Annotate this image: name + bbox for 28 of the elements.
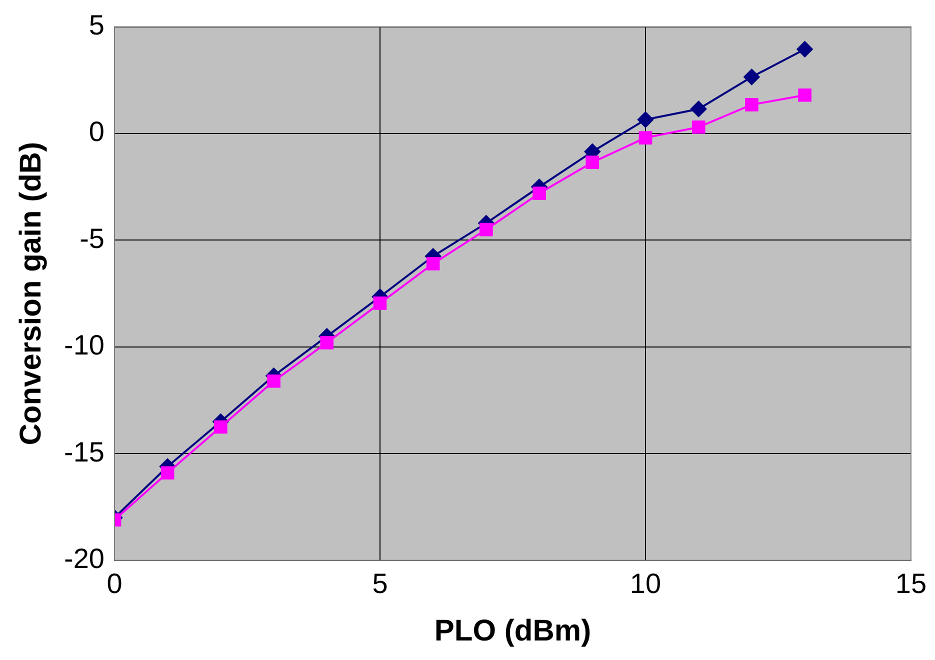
y-tick-label: -10 xyxy=(64,330,104,361)
point xyxy=(480,222,493,236)
y-tick-label: 0 xyxy=(88,116,104,148)
point xyxy=(426,257,440,270)
point xyxy=(320,336,334,350)
x-tick-label: 15 xyxy=(895,568,927,599)
point xyxy=(532,186,546,200)
point xyxy=(745,98,758,112)
point xyxy=(638,131,652,144)
point xyxy=(798,88,812,102)
y-tick-label: -15 xyxy=(64,436,104,468)
y-tick-label: -5 xyxy=(80,222,104,254)
point xyxy=(267,374,280,388)
point xyxy=(160,466,174,480)
point xyxy=(586,156,600,169)
y-tick-label: 5 xyxy=(88,10,104,41)
point xyxy=(796,41,813,58)
x-tick-label: 10 xyxy=(630,568,662,599)
y-tick-label: -20 xyxy=(64,543,104,574)
y-axis-title: Conversion gain (dB) xyxy=(14,142,48,446)
point xyxy=(373,296,387,310)
point xyxy=(744,68,760,85)
x-tick-label: 5 xyxy=(372,568,388,599)
point xyxy=(214,420,228,434)
point xyxy=(692,120,706,134)
point xyxy=(690,100,707,117)
x-axis-title: PLO (dBm) xyxy=(434,614,592,648)
point xyxy=(637,112,654,128)
